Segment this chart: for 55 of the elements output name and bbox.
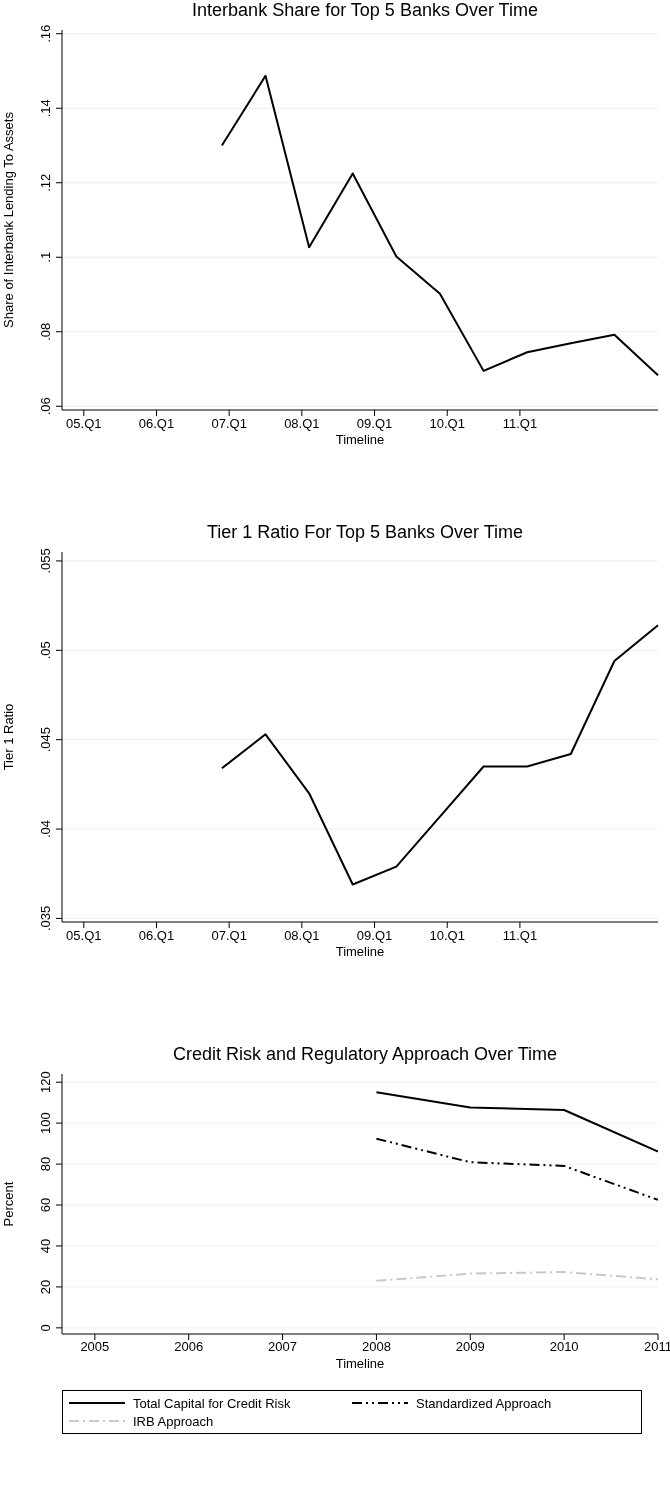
chart-title: Credit Risk and Regulatory Approach Over Time: [171, 1044, 559, 1066]
x-axis-title: Timeline: [335, 1356, 385, 1371]
line-series: [220, 624, 659, 886]
chart-title: Tier 1 Ratio For Top 5 Banks Over Time: [205, 522, 525, 544]
x-tick-label: 09.Q1: [356, 416, 393, 431]
x-axis-title: Timeline: [335, 432, 385, 447]
legend-label: Standardized Approach: [416, 1395, 552, 1411]
x-axis-title: Timeline: [335, 944, 385, 959]
y-tick-label: .05: [38, 641, 53, 660]
y-tick-label: .16: [38, 24, 53, 43]
x-tick-label: 10.Q1: [429, 416, 465, 431]
y-tick-label: .06: [38, 397, 53, 416]
x-tick-label: 2010: [549, 1339, 579, 1355]
line-series: [375, 1137, 658, 1201]
x-tick-label: 10.Q1: [429, 928, 465, 943]
x-tick-label: 06.Q1: [138, 928, 175, 943]
x-tick-label: 2007: [268, 1339, 298, 1355]
x-tick-label: 07.Q1: [211, 928, 247, 943]
y-tick-label: .035: [38, 905, 53, 932]
y-tick-label: .12: [38, 173, 53, 192]
y-tick-label: .08: [38, 322, 53, 341]
y-tick-label: .14: [38, 99, 53, 118]
x-tick-label: 2008: [361, 1339, 391, 1355]
x-tick-label: 09.Q1: [356, 928, 393, 943]
y-tick-label: 40: [38, 1238, 53, 1254]
x-tick-label: 07.Q1: [211, 416, 247, 431]
legend-label: IRB Approach: [133, 1413, 214, 1429]
line-series: [220, 74, 659, 377]
x-tick-label: 08.Q1: [284, 928, 320, 943]
x-tick-label: 06.Q1: [138, 416, 175, 431]
line-series: [375, 1270, 658, 1282]
y-axis-title: Tier 1 Ratio: [0, 703, 16, 771]
chart-title: Interbank Share for Top 5 Banks Over Time: [191, 0, 539, 22]
x-tick-label: 08.Q1: [284, 416, 320, 431]
y-tick-label: .045: [38, 727, 53, 753]
x-tick-label: 2009: [455, 1339, 485, 1355]
line-series: [375, 1091, 658, 1153]
y-tick-label: .055: [38, 548, 53, 574]
x-tick-label: 2006: [174, 1339, 204, 1355]
y-tick-label: 80: [38, 1156, 53, 1172]
x-tick-label: 11.Q1: [502, 416, 538, 431]
x-tick-label: 11.Q1: [502, 928, 538, 943]
y-tick-label: 120: [38, 1071, 53, 1094]
x-tick-label: 2005: [80, 1339, 110, 1355]
y-tick-label: 20: [38, 1279, 53, 1295]
x-tick-label: 05.Q1: [66, 928, 102, 943]
legend-label: Total Capital for Credit Risk: [133, 1395, 291, 1411]
y-tick-label: 0: [38, 1324, 53, 1332]
y-axis-title: Percent: [0, 1181, 16, 1227]
y-tick-label: 60: [38, 1197, 53, 1213]
y-tick-label: .1: [38, 251, 53, 263]
y-axis-title: Share of Interbank Lending To Assets: [0, 111, 16, 328]
y-tick-label: .04: [38, 820, 53, 839]
x-tick-label: 05.Q1: [66, 416, 102, 431]
y-tick-label: 100: [38, 1112, 53, 1134]
